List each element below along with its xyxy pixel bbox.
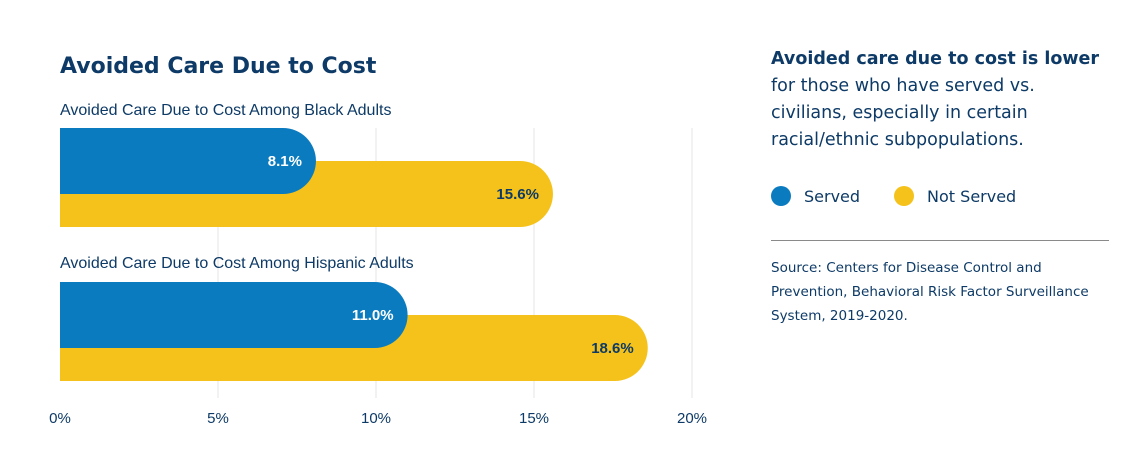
headline-rest: for those who have served vs. civilians,… [771, 76, 1035, 150]
bar-value-label: 11.0% [352, 307, 394, 324]
avoided-care-chart: Avoided Care Due to Cost Avoided Care Du… [49, 54, 707, 427]
group-subtitle: Avoided Care Due to Cost Among Hispanic … [60, 255, 414, 272]
legend-item-served: Served [771, 186, 860, 206]
x-tick-label: 10% [361, 410, 391, 427]
bar-value-label: 15.6% [496, 186, 539, 203]
x-tick-label: 20% [677, 410, 707, 427]
served-swatch-icon [771, 186, 791, 206]
source-note: Source: Centers for Disease Control and … [771, 260, 1089, 324]
bar-value-label: 18.6% [591, 340, 634, 357]
x-axis-ticks: 0% 5% 10% 15% 20% [49, 410, 707, 427]
bar-groups: Avoided Care Due to Cost Among Black Adu… [60, 102, 648, 381]
legend-label-not-served: Not Served [927, 186, 1017, 206]
bar-group: Avoided Care Due to Cost Among Black Adu… [60, 102, 553, 227]
served-bar [60, 282, 408, 348]
x-tick-label: 0% [49, 410, 71, 427]
legend-label-served: Served [804, 186, 861, 206]
group-subtitle: Avoided Care Due to Cost Among Black Adu… [60, 102, 391, 119]
x-tick-label: 5% [207, 410, 229, 427]
x-tick-label: 15% [519, 410, 549, 427]
headline-strong: Avoided care due to cost is lower [771, 49, 1100, 69]
served-bar [60, 128, 316, 194]
bar-group: Avoided Care Due to Cost Among Hispanic … [60, 255, 648, 381]
divider [771, 240, 1109, 241]
legend: Served Not Served [771, 186, 1111, 206]
not-served-swatch-icon [894, 186, 915, 206]
legend-item-not-served: Not Served [894, 186, 1016, 206]
bar-value-label: 8.1% [268, 153, 302, 170]
chart-title: Avoided Care Due to Cost [60, 54, 377, 79]
sidebar-panel: Avoided care due to cost is lower for th… [771, 46, 1111, 328]
sidebar-headline: Avoided care due to cost is lower for th… [771, 46, 1111, 154]
